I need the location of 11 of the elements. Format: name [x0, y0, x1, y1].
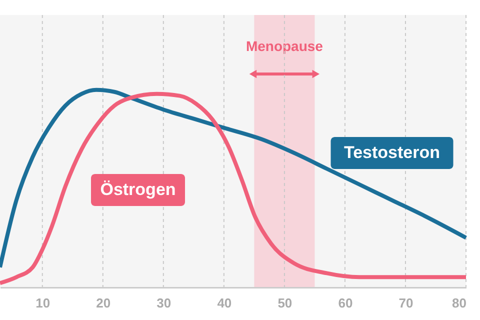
- x-tick-label: 40: [217, 296, 232, 310]
- x-tick-label: 60: [338, 296, 353, 310]
- series-label: Testosteron: [344, 143, 440, 162]
- x-tick-label: 30: [156, 296, 172, 310]
- x-tick-label: 50: [278, 296, 292, 310]
- x-tick-label: 10: [36, 296, 50, 310]
- x-tick-label: 80: [452, 296, 466, 310]
- x-tick-label: 20: [96, 296, 111, 310]
- series-label: Östrogen: [100, 180, 176, 199]
- band-label: Menopause: [246, 38, 324, 54]
- x-tick-label: 70: [398, 296, 414, 310]
